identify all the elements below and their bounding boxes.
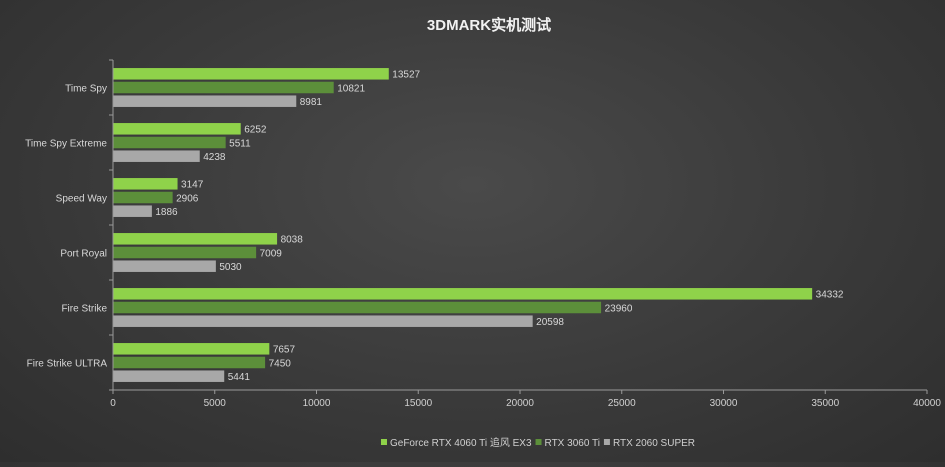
axes: 0 5000 10000 15000 20000 25000 30000 35000 40000… [25, 59, 941, 409]
data-label: 7450 [269, 358, 292, 369]
bar [113, 205, 152, 217]
chart-title: 3DMARK实机测试 [427, 16, 551, 34]
x-tick-label: 5000 [204, 398, 227, 409]
data-label: 20598 [536, 317, 564, 328]
data-label: 8981 [300, 97, 323, 108]
bar [113, 191, 173, 204]
data-label: 1886 [155, 207, 178, 218]
data-label: 8038 [281, 235, 304, 246]
legend: GeForce RTX 4060 Ti 追风 EX3 RTX 3060 Ti RTX… [380, 436, 695, 449]
bar [113, 288, 813, 300]
category-label: Time Spy Extreme [25, 139, 107, 150]
category-label: Fire Strike [61, 304, 107, 315]
x-tick-label: 15000 [404, 398, 432, 409]
bar [113, 150, 200, 162]
bar [113, 301, 602, 314]
bar [113, 260, 216, 272]
category-label: Port Royal [60, 249, 107, 260]
data-label: 13527 [392, 70, 420, 81]
bar [113, 356, 266, 369]
legend-label: GeForce RTX 4060 Ti 追风 EX3 [390, 436, 532, 449]
data-label: 5441 [228, 372, 251, 383]
data-label: 4238 [203, 152, 226, 163]
bar [113, 370, 225, 382]
data-label: 3147 [181, 180, 204, 191]
x-tick-label: 30000 [710, 398, 738, 409]
legend-item: GeForce RTX 4060 Ti 追风 EX3 [380, 436, 532, 449]
bar [113, 123, 241, 135]
x-tick-label: 25000 [608, 398, 636, 409]
x-tick-label: 0 [110, 398, 116, 409]
data-label: 23960 [605, 303, 633, 314]
category-label: Fire Strike ULTRA [27, 359, 108, 370]
legend-item: RTX 3060 Ti [535, 438, 600, 449]
data-label: 5511 [229, 138, 251, 149]
data-label: 7009 [260, 248, 283, 259]
data-label: 10821 [337, 83, 365, 94]
category-label: Time Spy [65, 84, 107, 95]
data-label: 5030 [219, 262, 242, 273]
legend-swatch [380, 439, 387, 445]
x-tick-label: 40000 [913, 398, 941, 409]
data-label: 6252 [244, 125, 267, 136]
legend-label: RTX 3060 Ti [545, 438, 600, 449]
x-tick-label: 35000 [811, 398, 839, 409]
bar [113, 315, 533, 327]
bar [113, 343, 270, 355]
data-label: 34332 [816, 290, 844, 301]
bar [113, 246, 257, 259]
bar [113, 81, 334, 94]
bar [113, 68, 389, 80]
bar [113, 178, 178, 190]
legend-swatch [535, 439, 542, 445]
bar [113, 136, 226, 149]
legend-item: RTX 2060 SUPER [603, 438, 695, 449]
bar [113, 233, 278, 245]
x-tick-label: 10000 [303, 398, 331, 409]
legend-label: RTX 2060 SUPER [613, 438, 695, 449]
category-label: Speed Way [56, 194, 107, 205]
legend-swatch [603, 439, 610, 445]
x-tick-label: 20000 [506, 398, 534, 409]
bar [113, 95, 297, 107]
data-label: 7657 [273, 345, 296, 356]
data-label: 2906 [176, 193, 199, 204]
